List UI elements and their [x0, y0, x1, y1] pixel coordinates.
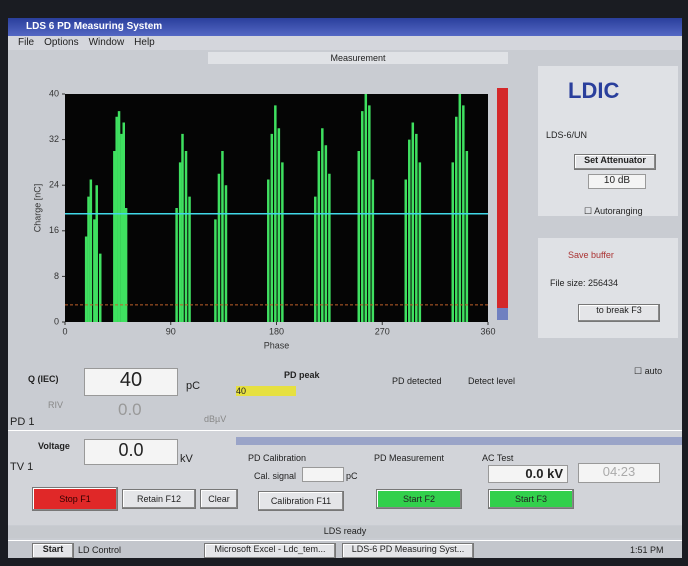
q-unit: pC	[186, 380, 201, 392]
y-tick-label: 32	[49, 134, 59, 144]
voltage-unit: kV	[180, 453, 193, 465]
peak-bar: 40	[236, 386, 296, 396]
y-axis-label: Charge [nC]	[32, 184, 42, 233]
pd-channel: PD 1	[10, 416, 35, 428]
menu-item[interactable]: Help	[134, 37, 155, 48]
task-item[interactable]: LDS-6 PD Measuring Syst...	[342, 543, 474, 558]
q-value: 40	[84, 368, 178, 396]
detect-level: Detect level	[468, 376, 516, 386]
q-label: Q (IEC)	[28, 374, 59, 384]
cal-button[interactable]: Calibration F11	[258, 491, 344, 511]
save-label: Save buffer	[568, 250, 614, 260]
autoranging-label: Autoranging	[594, 206, 643, 216]
ac-voltage: 0.0 kV	[488, 465, 568, 483]
ac-time: 04:23	[578, 463, 660, 483]
y-tick-label: 16	[49, 225, 59, 235]
ac-title: AC Test	[482, 453, 514, 463]
file-size: File size: 256434	[550, 278, 619, 288]
y-tick-label: 8	[54, 271, 59, 281]
clear-button[interactable]: Clear	[200, 489, 238, 509]
title-bar: LDS 6 PD Measuring System	[8, 18, 682, 36]
auto-checkbox[interactable]: ☐ auto	[634, 366, 663, 376]
start-meas-button[interactable]: Start F2	[376, 489, 462, 509]
x-tick-label: 0	[62, 326, 67, 336]
autoranging[interactable]: ☐ Autoranging	[584, 206, 643, 216]
y-tick-label: 24	[49, 180, 59, 190]
cal-signal: Cal. signal	[254, 471, 297, 481]
stop-button[interactable]: Stop F1	[32, 487, 118, 511]
x-tick-label: 180	[269, 326, 284, 336]
meas-title: PD Measurement	[374, 453, 445, 463]
screen: LDS 6 PD Measuring System File Options Win…	[8, 18, 682, 558]
menu-item[interactable]: Options	[44, 37, 79, 48]
start-button[interactable]: Start	[32, 543, 74, 558]
x-axis-label: Phase	[264, 340, 290, 350]
y-tick-label: 40	[49, 88, 59, 98]
file-panel: Save buffer File size: 256434 to break F…	[538, 238, 678, 338]
level-bar-base	[497, 308, 508, 320]
task-item[interactable]: Microsoft Excel - Ldc_tem...	[204, 543, 336, 558]
attenuator-field[interactable]: 10 dB	[588, 174, 646, 189]
menu-item[interactable]: File	[18, 37, 35, 48]
riv-value: 0.0	[118, 400, 142, 419]
cal-field[interactable]	[302, 467, 344, 482]
y-tick-label: 0	[54, 316, 59, 326]
start-ac-button[interactable]: Start F3	[488, 489, 574, 509]
tab[interactable]: Measurement	[208, 52, 508, 64]
x-tick-label: 270	[375, 326, 390, 336]
x-tick-label: 360	[480, 326, 495, 336]
cal-title: PD Calibration	[248, 453, 307, 463]
status-bar: LDS ready	[8, 526, 682, 538]
level-bar	[497, 88, 508, 308]
voltage-value: 0.0	[84, 439, 178, 465]
riv-unit: dBµV	[204, 414, 227, 424]
clock: 1:51 PM	[630, 545, 664, 555]
x-tick-label: 90	[166, 326, 176, 336]
menu-item[interactable]: Window	[88, 37, 125, 48]
logo: LDIC	[568, 78, 620, 103]
attenuator-button[interactable]: Set Attenuator	[574, 154, 656, 170]
control-area: Voltage 0.0 kV TV 1 Stop F1 Retain F12 C…	[8, 430, 682, 525]
task-item[interactable]: LD Control	[78, 545, 122, 555]
right-panel: LDIC LDS-6/UN Set Attenuator 10 dB ☐ Aut…	[538, 66, 678, 216]
break-button[interactable]: to break F3	[578, 304, 660, 322]
readings: Q (IEC) 40 pC RIV 0.0 dBµV PD 1 PD peak …	[8, 366, 533, 428]
voltage-label: Voltage	[38, 441, 70, 451]
plot: 0 8 16 24 32 40 0 90 180 270 360 Phase Charge [nC]	[8, 66, 533, 378]
cal-unit: pC	[346, 471, 358, 481]
taskbar: Start LD Control Microsoft Excel - Ldc_t…	[8, 540, 682, 558]
tv-channel: TV 1	[10, 461, 34, 473]
riv-label: RIV	[48, 400, 64, 410]
retain-button[interactable]: Retain F12	[122, 489, 196, 509]
panel-strip	[236, 437, 682, 445]
menu-bar: File Options Window Help	[8, 36, 682, 50]
device-label: LDS-6/UN	[546, 130, 588, 140]
pd-peak: PD peak	[284, 370, 320, 380]
pd-detected: PD detected	[392, 376, 442, 386]
auto-label: auto	[644, 366, 663, 376]
